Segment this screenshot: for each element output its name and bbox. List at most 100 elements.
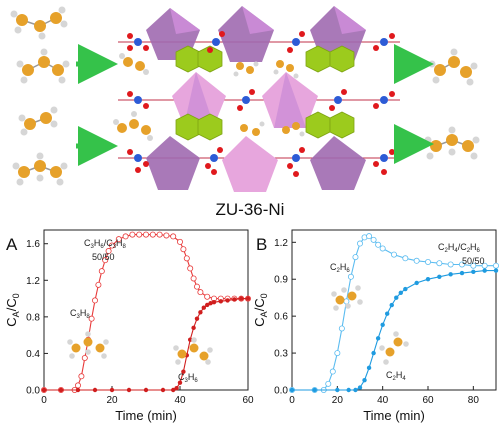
panel-b-letter: B xyxy=(256,235,267,254)
data-point-c2h6 xyxy=(375,241,382,248)
data-point-c3h6 xyxy=(218,299,223,304)
data-point-c2h6 xyxy=(352,254,359,261)
panel-a-molecule-c3h8 xyxy=(67,331,109,359)
data-point-c2h4 xyxy=(425,277,431,282)
data-point-c3h8 xyxy=(197,289,204,296)
data-point-c3h6 xyxy=(92,387,98,393)
data-point-c2h4 xyxy=(366,365,372,371)
data-point-c2h4 xyxy=(493,268,499,273)
data-point-c2h6 xyxy=(356,240,363,247)
data-point-c2h4 xyxy=(289,387,295,393)
data-point-c3h8 xyxy=(176,238,183,245)
y-tick-label: 1.2 xyxy=(274,238,288,249)
data-point-c2h4 xyxy=(362,377,367,383)
data-point-c2h4 xyxy=(459,270,465,276)
data-point-c3h8 xyxy=(122,233,129,240)
x-tick-label: 20 xyxy=(106,395,118,406)
data-point-c3h6 xyxy=(160,387,166,393)
data-point-c3h8 xyxy=(136,231,143,238)
y-tick-label: 0.8 xyxy=(26,312,40,323)
data-point-c2h4 xyxy=(482,268,487,273)
panel-a-xlabel: Time (min) xyxy=(115,408,177,423)
data-point-c3h8 xyxy=(163,232,170,239)
panel-b-label-c2h4: C2H4 xyxy=(386,370,406,382)
panel-b-series xyxy=(288,233,499,393)
data-point-c2h6 xyxy=(343,298,350,305)
fluorine-atoms xyxy=(127,31,395,177)
y-tick-label: 0.3 xyxy=(274,349,288,360)
data-point-c3h6 xyxy=(188,337,193,342)
output-molecules xyxy=(424,48,480,160)
data-point-c2h6 xyxy=(370,236,377,243)
y-tick-label: 0.9 xyxy=(274,275,288,286)
data-point-c3h8 xyxy=(183,255,190,262)
data-point-c3h8 xyxy=(105,248,112,255)
data-point-c2h4 xyxy=(414,280,419,286)
data-point-c2h4 xyxy=(403,286,408,292)
data-point-c3h6 xyxy=(225,298,230,303)
data-point-c3h8 xyxy=(193,283,200,290)
panel-b-annotation-formula: C2H4/C2H6 xyxy=(438,242,481,254)
panel-b-plot-frame xyxy=(291,229,497,391)
data-point-c2h4 xyxy=(357,385,363,390)
input-molecules xyxy=(10,6,70,186)
y-tick-label: 0.6 xyxy=(274,312,288,323)
data-point-c2h4 xyxy=(385,311,390,316)
data-point-c2h6 xyxy=(338,325,345,332)
data-point-c3h8 xyxy=(187,265,194,272)
panel-a-label-c3h6: C3H6 xyxy=(178,372,198,384)
data-point-c2h6 xyxy=(390,251,397,258)
data-point-c2h6 xyxy=(470,262,477,269)
data-point-c3h8 xyxy=(190,275,197,282)
data-point-c3h8 xyxy=(88,315,95,322)
x-tick-label: 0 xyxy=(41,395,47,406)
data-point-c2h6 xyxy=(402,255,409,262)
data-point-c3h8 xyxy=(142,231,149,238)
y-tick-label: 1.2 xyxy=(26,276,40,287)
data-point-c3h8 xyxy=(78,373,85,380)
y-tick-label: 0.4 xyxy=(26,349,40,360)
data-point-c2h6 xyxy=(334,350,341,357)
data-point-c3h6 xyxy=(194,316,200,321)
data-point-c3h8 xyxy=(81,354,88,361)
series-line-c2h4 xyxy=(292,270,496,391)
data-point-c2h4 xyxy=(375,336,381,341)
panel-b-ylabel: CA/C0 xyxy=(252,293,269,326)
data-point-c3h6 xyxy=(143,387,149,393)
data-point-c3h6 xyxy=(41,387,47,393)
panel-a-series xyxy=(41,231,251,393)
data-point-c3h8 xyxy=(98,268,105,275)
y-tick-label: 0.0 xyxy=(26,386,40,397)
data-point-c2h4 xyxy=(380,322,385,327)
data-point-c2h6 xyxy=(347,273,354,280)
data-point-c2h4 xyxy=(353,387,358,393)
x-tick-label: 40 xyxy=(377,395,389,406)
data-point-c3h8 xyxy=(129,231,136,238)
data-point-c2h6 xyxy=(436,260,443,267)
data-point-c2h4 xyxy=(371,350,376,356)
data-point-c3h6 xyxy=(239,296,244,301)
data-point-c2h6 xyxy=(329,368,336,375)
data-point-c3h6 xyxy=(245,296,251,301)
data-point-c3h8 xyxy=(180,246,187,253)
panel-a-label-c3h8: C3H8 xyxy=(70,308,90,320)
data-point-c2h4 xyxy=(335,387,340,393)
data-point-c2h4 xyxy=(312,387,317,393)
data-point-c3h8 xyxy=(170,233,177,240)
x-tick-label: 20 xyxy=(332,395,344,406)
data-point-c3h8 xyxy=(109,242,116,249)
data-point-c3h6 xyxy=(201,305,206,310)
data-point-c3h6 xyxy=(191,325,196,331)
data-point-c3h8 xyxy=(102,257,109,264)
framework-illustration: ZU-36-Ni xyxy=(10,6,480,219)
panel-b-molecule-c2h4 xyxy=(379,331,409,365)
panel-b-ticks: 0 20 40 60 80 0.0 0.3 0.6 0.9 1.2 xyxy=(274,238,479,406)
data-point-c2h4 xyxy=(389,302,394,308)
flow-arrows xyxy=(76,44,434,166)
data-point-c3h8 xyxy=(95,281,102,288)
data-point-c3h6 xyxy=(198,310,203,315)
data-point-c3h6 xyxy=(174,385,179,391)
data-point-c3h6 xyxy=(205,302,210,308)
data-point-c2h4 xyxy=(346,387,351,393)
